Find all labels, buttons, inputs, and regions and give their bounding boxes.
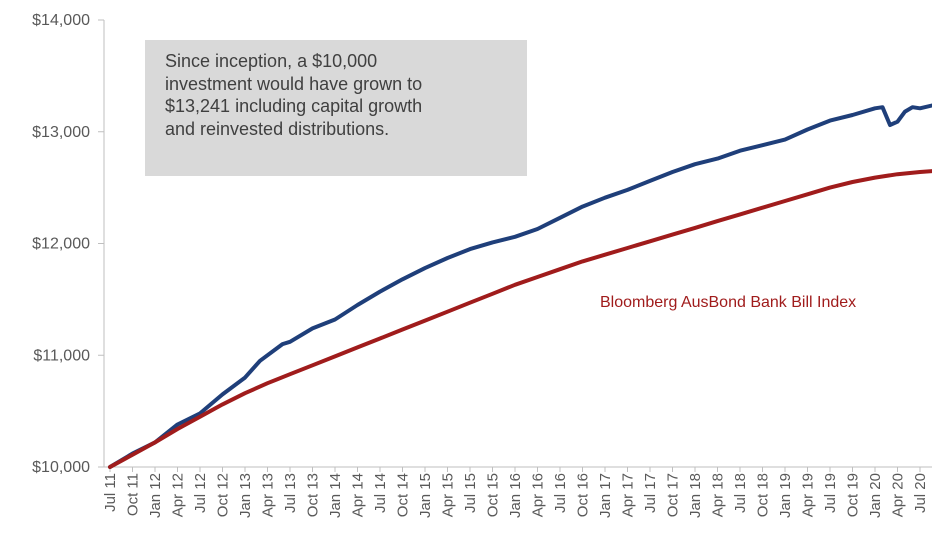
annotation-line: and reinvested distributions. xyxy=(165,118,390,139)
x-tick-label: Oct 17 xyxy=(665,473,682,517)
x-tick-label: Oct 15 xyxy=(485,473,502,517)
x-tick-label: Jul 13 xyxy=(282,473,299,513)
x-tick-label: Oct 18 xyxy=(755,473,772,517)
annotation-line: $13,241 including capital growth xyxy=(165,96,423,116)
x-tick-label: Jul 17 xyxy=(642,473,659,513)
series-group xyxy=(108,103,932,469)
x-tick-label: Jan 20 xyxy=(867,473,884,518)
x-tick-label: Oct 12 xyxy=(215,473,232,517)
annotation-line: Since inception, a $10,000 xyxy=(165,51,378,71)
x-tick-label: Jan 19 xyxy=(777,473,794,518)
x-tick-label: Jul 12 xyxy=(192,473,209,513)
annotation-note-box: Since inception, a $10,000 investment wo… xyxy=(145,40,527,176)
x-tick-label: Oct 11 xyxy=(125,473,142,516)
x-tick-label: Jan 17 xyxy=(597,473,614,518)
y-axis: $10,000 $11,000 $12,000 $13,000 $14,000 xyxy=(32,12,105,476)
x-tick-label: Apr 13 xyxy=(260,473,277,517)
x-tick-label: Jul 18 xyxy=(732,473,749,513)
series-line-fund xyxy=(108,103,932,469)
x-tick-label: Jan 18 xyxy=(687,473,704,518)
x-tick-label: Jan 14 xyxy=(327,473,344,518)
x-tick-label: Apr 12 xyxy=(170,473,187,517)
y-tick-label: $11,000 xyxy=(33,347,90,364)
x-tick-label: Jan 16 xyxy=(507,473,524,518)
annotation-line: investment would have grown to xyxy=(165,73,423,94)
x-tick-label: Jul 19 xyxy=(822,473,839,513)
x-tick-label: Oct 13 xyxy=(305,473,322,517)
x-tick-label: Jan 12 xyxy=(147,473,164,518)
x-tick-label: Oct 14 xyxy=(395,473,412,517)
x-tick-label: Apr 14 xyxy=(350,473,367,517)
x-tick-label: Apr 15 xyxy=(440,473,457,517)
x-tick-label: Jul 11 xyxy=(102,473,119,512)
x-tick-label: Oct 16 xyxy=(575,473,592,517)
y-tick-label: $10,000 xyxy=(32,459,90,476)
x-tick-label: Apr 20 xyxy=(890,473,907,517)
y-tick-label: $13,000 xyxy=(32,124,90,141)
x-tick-label: Apr 19 xyxy=(800,473,817,517)
x-tick-label: Jul 14 xyxy=(372,473,389,513)
y-tick-label: $12,000 xyxy=(32,236,90,253)
series-line-bank-bill-index xyxy=(108,169,932,469)
x-tick-label: Oct 19 xyxy=(845,473,862,517)
x-tick-label: Jan 15 xyxy=(417,473,434,518)
x-tick-label: Jul 16 xyxy=(552,473,569,513)
series-label-bank-bill-index: Bloomberg AusBond Bank Bill Index xyxy=(600,294,856,311)
x-tick-label: Jul 15 xyxy=(462,473,479,513)
x-tick-label: Apr 16 xyxy=(530,473,547,517)
x-axis: Jul 11 Oct 11 Jan 12 Apr 12 Jul 12 Oct 12 Jan … xyxy=(102,466,932,518)
x-tick-label: Jul 20 xyxy=(912,473,929,513)
y-tick-label: $14,000 xyxy=(32,12,90,29)
x-tick-label: Apr 17 xyxy=(620,473,637,517)
x-tick-label: Jan 13 xyxy=(237,473,254,518)
x-tick-label: Apr 18 xyxy=(710,473,727,517)
